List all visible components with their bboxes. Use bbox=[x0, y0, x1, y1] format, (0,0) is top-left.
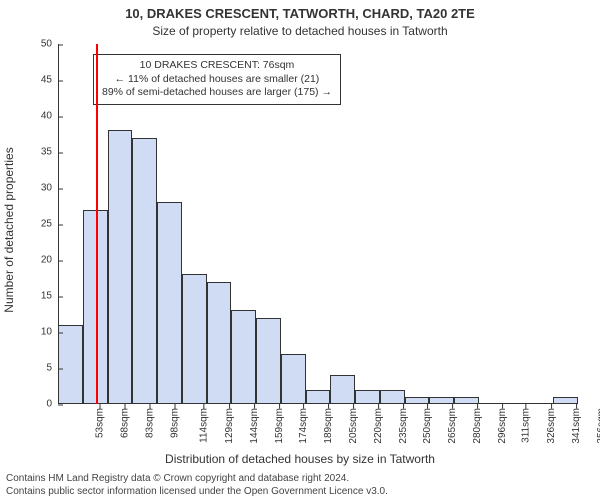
y-axis-label: Number of detached properties bbox=[2, 65, 16, 230]
x-tick: 235sqm bbox=[398, 408, 409, 444]
chart-subtitle: Size of property relative to detached ho… bbox=[0, 24, 600, 38]
callout-line1: 10 DRAKES CRESCENT: 76sqm bbox=[102, 59, 332, 73]
x-tick: 53sqm bbox=[95, 408, 106, 438]
y-tick: 25 bbox=[41, 219, 58, 230]
x-tick: 265sqm bbox=[447, 408, 458, 444]
x-tick: 174sqm bbox=[299, 408, 310, 444]
callout-box: 10 DRAKES CRESCENT: 76sqm ← 11% of detac… bbox=[93, 54, 341, 105]
x-tick: 356sqm bbox=[596, 408, 600, 444]
y-tick: 15 bbox=[41, 291, 58, 302]
x-tick: 68sqm bbox=[120, 408, 131, 438]
x-tick: 144sqm bbox=[249, 408, 260, 444]
y-tick: 40 bbox=[41, 111, 58, 122]
y-tick: 45 bbox=[41, 75, 58, 86]
callout-line3: 89% of semi-detached houses are larger (… bbox=[102, 86, 332, 100]
x-tick: 341sqm bbox=[571, 408, 582, 444]
x-tick: 159sqm bbox=[274, 408, 285, 444]
x-tick: 326sqm bbox=[546, 408, 557, 444]
y-tick: 5 bbox=[46, 363, 58, 374]
y-tick: 30 bbox=[41, 183, 58, 194]
y-tick: 20 bbox=[41, 255, 58, 266]
y-tick: 35 bbox=[41, 147, 58, 158]
x-tick: 220sqm bbox=[373, 408, 384, 444]
x-tick: 250sqm bbox=[422, 408, 433, 444]
x-tick: 98sqm bbox=[169, 408, 180, 438]
footnote-line1: Contains HM Land Registry data © Crown c… bbox=[6, 473, 594, 486]
x-axis-label: Distribution of detached houses by size … bbox=[0, 452, 600, 466]
x-tick: 189sqm bbox=[323, 408, 334, 444]
y-tick: 0 bbox=[46, 399, 58, 410]
footnote-line2: Contains public sector information licen… bbox=[6, 486, 594, 499]
x-tick: 311sqm bbox=[521, 408, 532, 443]
x-tick: 83sqm bbox=[144, 408, 155, 438]
plot-area: 10 DRAKES CRESCENT: 76sqm ← 11% of detac… bbox=[58, 44, 578, 404]
chart-container: 10, DRAKES CRESCENT, TATWORTH, CHARD, TA… bbox=[0, 0, 600, 500]
y-tick: 50 bbox=[41, 39, 58, 50]
footnote: Contains HM Land Registry data © Crown c… bbox=[6, 473, 594, 498]
x-tick: 205sqm bbox=[348, 408, 359, 444]
x-tick: 129sqm bbox=[224, 408, 235, 444]
x-tick: 280sqm bbox=[472, 408, 483, 444]
callout-line2: ← 11% of detached houses are smaller (21… bbox=[102, 73, 332, 87]
chart-title: 10, DRAKES CRESCENT, TATWORTH, CHARD, TA… bbox=[0, 6, 600, 21]
y-tick: 10 bbox=[41, 327, 58, 338]
x-tick: 296sqm bbox=[497, 408, 508, 444]
marker-line bbox=[96, 44, 98, 404]
x-tick: 114sqm bbox=[199, 408, 210, 443]
